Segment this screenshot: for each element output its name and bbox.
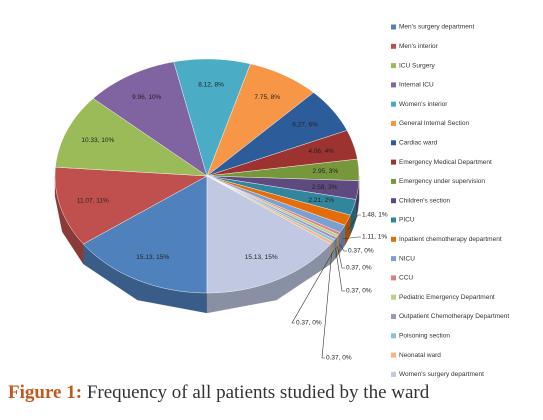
legend-swatch [391,256,396,262]
chart: 15.13, 15% 11.07, 11% 10.33, 10% 9.96, 10% 8… [54,24,509,378]
legend-label: Emergency under supervision [399,178,485,185]
legend-swatch [391,82,396,88]
pie-slice [173,58,251,177]
legend-label: PICU [399,217,415,224]
legend-label: ICU Surgery [399,62,436,69]
pie-side [336,234,339,258]
legend-label: NICU [399,255,415,262]
data-label: 0.37, 0% [326,355,352,362]
legend-swatch [391,24,396,30]
data-label: 0.37, 0% [348,248,374,255]
legend-label: Neonatal ward [399,352,441,359]
data-label: 10.33, 10% [81,137,114,144]
legend-swatch [391,121,396,126]
pie-slice [92,61,208,177]
leader-line [342,236,361,240]
pie-slice [54,166,208,245]
data-label: 0.37, 0% [346,288,372,295]
data-label: 2.95, 3% [313,168,339,175]
legend-swatch [391,159,396,165]
data-label: 0.37, 0% [296,320,322,327]
legend-swatch [391,140,396,146]
leader-line [321,252,333,359]
pie-side [332,239,335,263]
legend-label: Outpatient Chemotherapy Department [399,313,509,320]
data-label: 2.21, 2% [308,197,334,204]
pie-slice [206,92,348,177]
pie-slice [206,158,360,181]
legend-swatch [391,371,396,377]
legend-swatch [391,333,396,339]
leader-line [338,243,347,252]
leader-line [337,245,345,269]
legend-label: Internal ICU [399,82,434,89]
legend-label: Children's section [399,197,450,204]
legend-swatch [391,294,396,300]
legend-label: Men's surgery department [399,24,474,31]
data-label: 9.96, 10% [132,94,161,101]
legend-swatch [391,217,396,223]
legend-swatch [391,236,396,242]
leader-line [291,250,334,324]
legend-label: Inpatient chemotherapy department [399,236,502,243]
data-label: 0.37, 0% [346,265,372,272]
legend-label: Women's surgery department [399,371,484,378]
legend-label: General Internal Section [399,120,469,127]
legend-label: Emergency Medical Department [399,159,492,166]
data-label: 15.13, 15% [136,254,169,261]
legend-label: Men's interior [399,43,439,50]
caption-text: Frequency of all patients studied by the… [86,382,430,403]
leader-line [347,214,361,231]
data-label: 11.07, 11% [77,197,109,204]
figure-caption: Figure 1: Frequency of all patients stud… [8,382,429,404]
pie-slice [206,175,332,294]
legend-label: Pediatric Emergency Department [399,294,495,301]
data-label: 4.06, 4% [308,148,334,155]
pie-slice [55,98,208,177]
legend-label: CCU [399,275,413,282]
legend-swatch [391,63,396,69]
legend-label: Women's interior [399,101,448,108]
legend-swatch [391,275,396,281]
leader-line [335,248,345,292]
legend-swatch [391,198,396,204]
data-label: 8.12, 8% [198,82,224,89]
data-label: 2.58, 3% [312,184,338,191]
legend-label: Poisoning section [399,333,450,340]
data-label: 1.11, 1% [362,234,387,241]
data-label: 1.48, 1% [362,212,388,219]
legend-swatch [391,314,396,319]
legend-swatch [391,178,396,184]
pie-slice [206,130,358,177]
caption-label: Figure 1: [8,382,83,403]
data-label: 15.13, 15% [245,254,278,261]
pie-slice [82,175,208,294]
pie-slice [206,63,314,177]
pie-side [334,236,337,260]
legend-swatch [391,101,396,107]
legend-swatch [391,352,396,358]
legend-label: Cardiac ward [399,140,438,147]
data-label: 7.75, 8% [254,94,280,101]
legend-swatch [391,43,396,49]
data-label: 6.27, 6% [292,121,318,128]
